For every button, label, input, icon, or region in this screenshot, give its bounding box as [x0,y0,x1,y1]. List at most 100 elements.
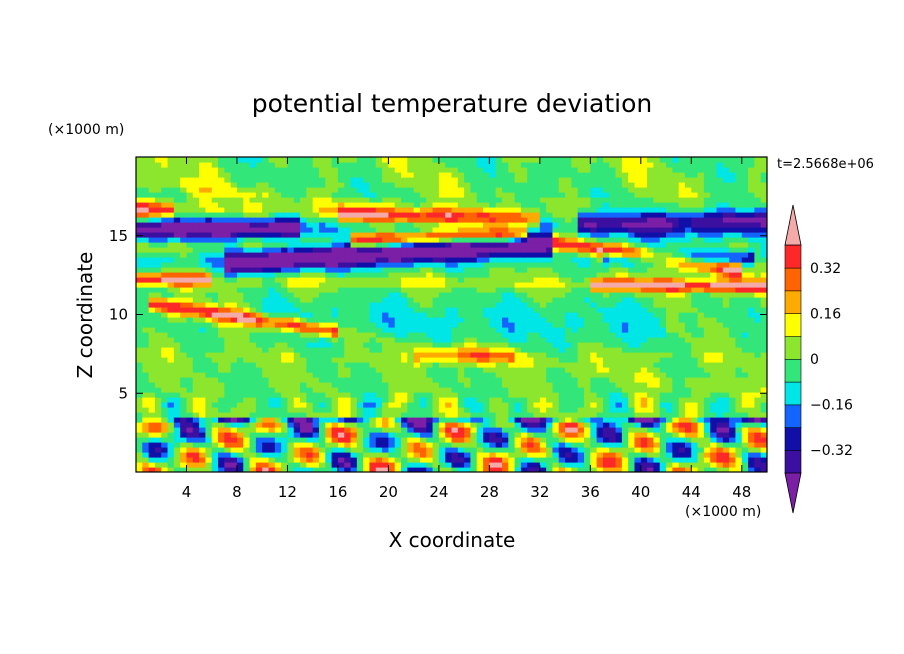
heatmap-cell [369,437,377,443]
heatmap-cell [464,372,472,378]
heatmap-cell [571,407,579,413]
heatmap-cell [281,197,289,203]
heatmap-cell [470,247,478,253]
heatmap-cell [300,437,307,443]
heatmap-cell [293,252,301,258]
heatmap-cell [173,192,181,198]
heatmap-cell [577,282,585,288]
heatmap-cell [464,462,472,468]
heatmap-cell [268,432,276,438]
heatmap-cell [533,317,541,323]
heatmap-cell [419,292,427,298]
heatmap-cell [445,172,453,178]
heatmap-cell [375,197,383,203]
heatmap-cell [552,442,560,448]
heatmap-cell [382,232,389,238]
heatmap-cell [369,172,377,178]
heatmap-cell [167,417,175,423]
heatmap-cell [609,237,617,243]
heatmap-cell [148,312,156,318]
heatmap-cell [337,407,345,413]
heatmap-cell [350,392,358,398]
heatmap-cell [199,357,207,363]
heatmap-cell [136,292,143,298]
heatmap-cell [331,332,339,338]
heatmap-cell [382,432,389,438]
heatmap-cell [533,447,541,453]
heatmap-cell [438,452,446,458]
heatmap-cell [142,467,150,472]
heatmap-cell [148,367,156,373]
heatmap-cell [539,367,547,373]
heatmap-cell [401,247,408,253]
heatmap-cell [577,402,585,408]
heatmap-cell [199,387,207,393]
heatmap-cell [407,382,415,388]
heatmap-cell [337,442,345,448]
heatmap-cell [495,327,503,333]
heatmap-cell [401,457,408,463]
heatmap-cell [180,392,188,398]
heatmap-cell [167,202,175,208]
heatmap-cell [590,427,598,433]
heatmap-cell [369,332,377,338]
heatmap-cell [464,422,472,428]
heatmap-cell [293,282,301,288]
heatmap-cell [249,397,257,403]
heatmap-cell [514,227,522,233]
heatmap-cell [621,337,629,343]
heatmap-cell [514,187,522,193]
heatmap-cell [331,232,339,238]
heatmap-cell [337,342,345,348]
heatmap-cell [590,162,598,168]
heatmap-cell [224,322,232,328]
heatmap-cell [205,437,213,443]
heatmap-cell [173,312,181,318]
heatmap-cell [432,397,440,403]
heatmap-cell [293,317,301,323]
heatmap-cell [262,262,270,268]
heatmap-cell [318,467,326,472]
heatmap-cell [192,347,200,353]
heatmap-cell [407,177,415,183]
heatmap-cell [186,182,194,188]
heatmap-cell [312,237,320,243]
heatmap-cell [508,467,516,472]
heatmap-cell [508,452,516,458]
heatmap-cell [596,317,604,323]
heatmap-cell [350,207,358,213]
heatmap-cell [161,342,169,348]
heatmap-cell [369,357,377,363]
heatmap-cell [457,252,465,258]
heatmap-cell [539,182,547,188]
heatmap-cell [413,437,421,443]
heatmap-cell [268,307,276,313]
heatmap-cell [300,202,307,208]
heatmap-cell [413,232,421,238]
heatmap-cell [211,237,219,243]
heatmap-cell [287,202,295,208]
heatmap-cell [426,247,434,253]
heatmap-cell [344,347,352,353]
heatmap-cell [527,267,535,273]
heatmap-cell [249,402,257,408]
heatmap-cell [249,232,257,238]
heatmap-cell [501,167,509,173]
heatmap-cell [558,452,566,458]
heatmap-cell [205,177,213,183]
heatmap-cell [344,212,352,218]
heatmap-cell [337,352,345,358]
heatmap-cell [281,212,289,218]
heatmap-cell [230,332,238,338]
heatmap-cell [344,332,352,338]
heatmap-cell [205,267,213,273]
heatmap-cell [470,322,478,328]
heatmap-cell [432,182,440,188]
heatmap-cell [356,167,364,173]
heatmap-cell [287,192,295,198]
heatmap-cell [394,217,402,223]
heatmap-cell [590,402,598,408]
heatmap-cell [306,247,314,253]
heatmap-cell [173,277,181,283]
heatmap-cell [558,357,566,363]
